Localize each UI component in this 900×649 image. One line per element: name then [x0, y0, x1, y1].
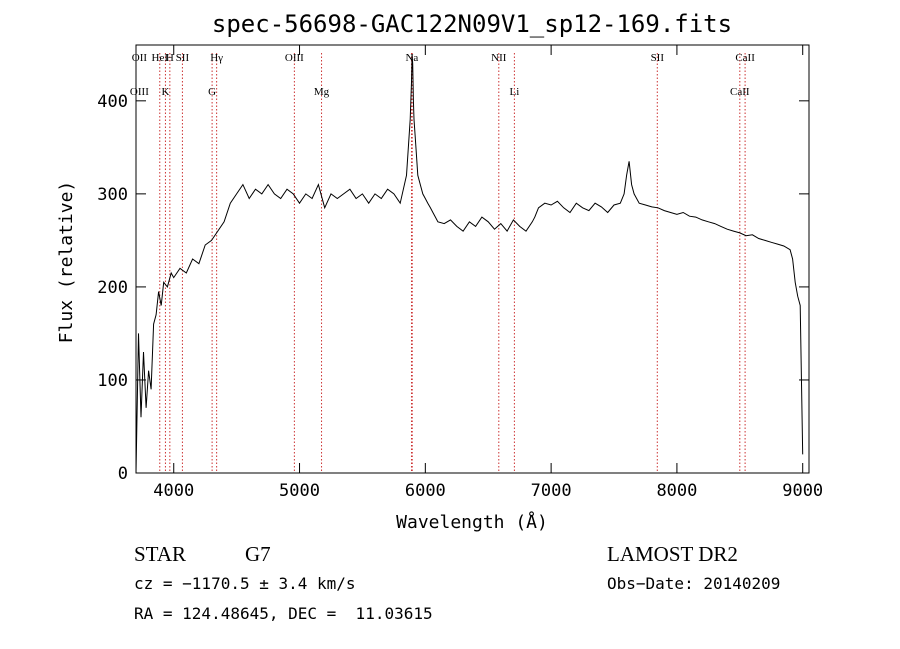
line-markers — [159, 53, 746, 473]
chart-title: spec-56698-GAC122N09V1_sp12-169.fits — [212, 10, 732, 38]
line-label: Hγ — [210, 52, 223, 64]
x-tick-label: 9000 — [782, 481, 823, 501]
x-tick-label: 5000 — [279, 481, 320, 501]
line-label: OII — [132, 52, 148, 64]
line-label: OIII — [285, 52, 304, 64]
subclass: G7 — [245, 542, 271, 566]
y-tick-label: 300 — [97, 185, 128, 205]
line-label: SII — [651, 52, 665, 64]
y-tick-label: 200 — [97, 278, 128, 298]
line-label: SII — [176, 52, 190, 64]
x-tick-label: 6000 — [405, 481, 446, 501]
line-label: Mg — [314, 86, 330, 98]
x-axis-label: Wavelength (Å) — [396, 511, 548, 533]
x-tick-label: 8000 — [656, 481, 697, 501]
line-label: K — [161, 86, 169, 98]
obs-date: Obs−Date: 20140209 — [607, 574, 780, 593]
x-axis: 4000 5000 6000 7000 8000 9000 — [153, 45, 823, 501]
line-label: NII — [491, 52, 507, 64]
line-label: G — [208, 86, 216, 98]
line-label: CaII — [735, 52, 755, 64]
y-tick-label: 0 — [118, 464, 128, 484]
y-tick-label: 100 — [97, 371, 128, 391]
line-label: OIII — [130, 86, 149, 98]
y-tick-label: 400 — [97, 92, 128, 112]
velocity: cz = −1170.5 ± 3.4 km/s — [134, 574, 356, 593]
survey-name: LAMOST DR2 — [607, 542, 738, 566]
coordinates: RA = 124.48645, DEC = 11.03615 — [134, 604, 433, 623]
line-label: H — [166, 52, 174, 64]
y-axis-label: Flux (relative) — [56, 181, 77, 344]
spectrum-series — [135, 54, 804, 474]
plot-frame — [135, 44, 810, 474]
object-class: STAR — [134, 542, 186, 566]
y-axis: 0 100 200 300 400 — [97, 92, 809, 484]
line-label: CaII — [730, 86, 750, 98]
line-label: HeI — [152, 52, 169, 64]
x-tick-label: 7000 — [531, 481, 572, 501]
x-tick-label: 4000 — [153, 481, 194, 501]
line-label: Li — [509, 86, 519, 98]
